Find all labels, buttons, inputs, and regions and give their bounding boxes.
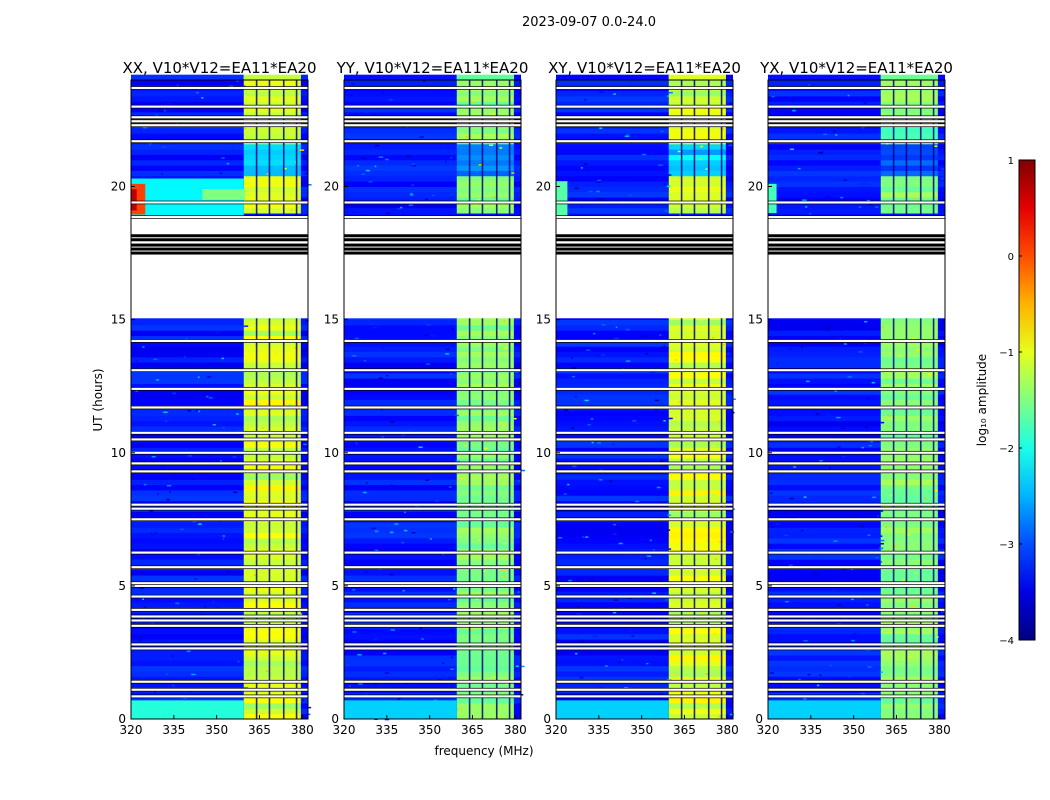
colorbar-gradient: [1018, 159, 1036, 641]
panel-title-xy: XY, V10*V12=EA11*EA20: [548, 59, 741, 77]
y-tick-label: 5: [755, 579, 763, 593]
y-tick-label: 5: [331, 579, 339, 593]
colorbar-tick-label: −1: [999, 348, 1014, 359]
panel-title-yy: YY, V10*V12=EA11*EA20: [336, 59, 529, 77]
y-tick-label: 5: [543, 579, 551, 593]
x-tick-label: 335: [162, 723, 185, 737]
x-tick-label: 365: [248, 723, 271, 737]
x-tick-label: 350: [630, 723, 653, 737]
colorbar-tick-label: 0: [1008, 252, 1014, 263]
y-axis-label: UT (hours): [91, 368, 105, 431]
y-tick-label: 20: [111, 180, 126, 194]
y-tick-label: 0: [755, 712, 763, 726]
x-tick-label: 350: [418, 723, 441, 737]
x-tick-label: 320: [120, 723, 143, 737]
colorbar: 1 0 −1 −2 −3 −4: [999, 156, 1036, 647]
y-tick-label: 10: [324, 446, 339, 460]
y-tick-label: 10: [536, 446, 551, 460]
panel-title-xx: XX, V10*V12=EA11*EA20: [122, 59, 316, 77]
spectrogram-yy: [344, 74, 526, 721]
y-tick-label: 0: [331, 712, 339, 726]
y-tick-label: 0: [543, 712, 551, 726]
x-tick-label: 320: [333, 723, 356, 737]
y-tick-label: 20: [748, 180, 763, 194]
x-tick-label: 380: [928, 723, 951, 737]
y-tick-label: 15: [536, 313, 551, 327]
y-tick-label: 10: [748, 446, 763, 460]
y-tick-label: 20: [324, 180, 339, 194]
y-tick-label: 0: [118, 712, 126, 726]
panel-yy: YY, V10*V12=EA11*EA20 320 335 350 365 380 0 5 10…: [324, 59, 529, 737]
colorbar-tick-label: 1: [1008, 156, 1014, 167]
y-tick-label: 20: [536, 180, 551, 194]
x-tick-label: 350: [842, 723, 865, 737]
panel-group: XX, V10*V12=EA11*EA20 320 335 350 365 380 0 5 10…: [111, 59, 953, 737]
x-tick-label: 320: [545, 723, 568, 737]
x-tick-label: 320: [757, 723, 780, 737]
y-tick-label: 15: [111, 313, 126, 327]
x-tick-label: 365: [673, 723, 696, 737]
y-tick-label: 15: [324, 313, 339, 327]
y-tick-label: 10: [111, 446, 126, 460]
x-tick-label: 380: [291, 723, 314, 737]
spectrogram-yx: [768, 74, 946, 720]
x-axis-label: frequency (MHz): [434, 744, 533, 758]
y-tick-label: 15: [748, 313, 763, 327]
x-tick-label: 335: [587, 723, 610, 737]
figure-suptitle: 2023-09-07 0.0-24.0: [522, 15, 656, 30]
x-tick-label: 335: [799, 723, 822, 737]
spectrogram-xy: [556, 74, 736, 720]
x-tick-label: 365: [461, 723, 484, 737]
x-tick-label: 380: [504, 723, 527, 737]
panel-xx: XX, V10*V12=EA11*EA20 320 335 350 365 380 0 5 10…: [111, 59, 317, 737]
y-tick-label: 5: [118, 579, 126, 593]
colorbar-tick-label: −4: [999, 636, 1014, 647]
panel-yx: YX, V10*V12=EA11*EA20 320 335 350 365 380 0 5 10…: [748, 59, 953, 737]
spectrogram-xx: [131, 74, 312, 720]
panel-xy: XY, V10*V12=EA11*EA20 320 335 350 365 380 0 5 10…: [536, 59, 741, 737]
panel-title-yx: YX, V10*V12=EA11*EA20: [759, 59, 953, 77]
colorbar-tick-label: −2: [999, 444, 1014, 455]
colorbar-label: log₁₀ amplitude: [975, 354, 989, 446]
colorbar-tick-label: −3: [999, 540, 1014, 551]
x-tick-label: 335: [375, 723, 398, 737]
x-tick-label: 350: [205, 723, 228, 737]
x-tick-label: 380: [716, 723, 739, 737]
x-tick-label: 365: [885, 723, 908, 737]
